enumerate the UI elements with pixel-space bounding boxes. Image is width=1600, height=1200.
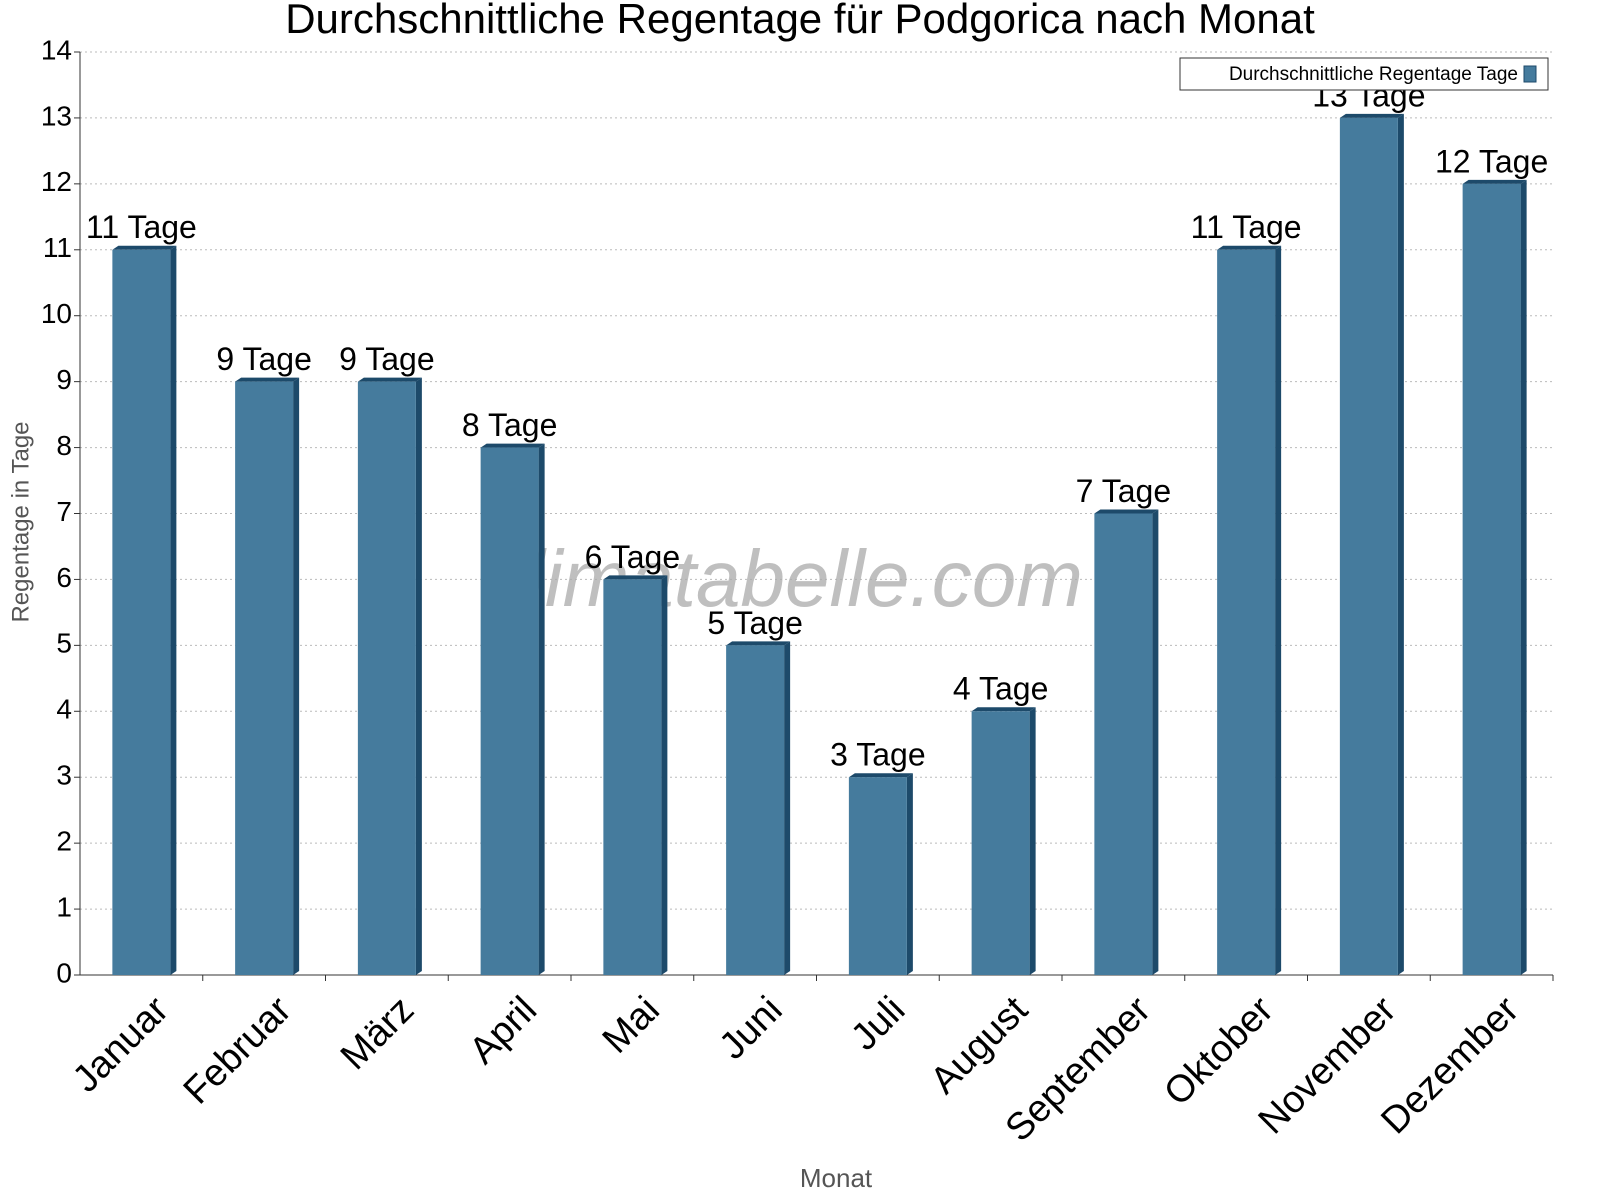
bar-top: [1094, 509, 1159, 514]
legend-box: [1179, 57, 1549, 91]
watermark: klimatabelle.com: [487, 534, 1083, 623]
value-label: 7 Tage: [1076, 473, 1172, 509]
value-label: 3 Tage: [830, 737, 926, 773]
value-label: 12 Tage: [1435, 143, 1548, 179]
value-label: 9 Tage: [216, 341, 312, 377]
bar-top: [971, 707, 1036, 712]
x-axis-label: Monat: [800, 1163, 873, 1193]
y-tick-label: 8: [56, 430, 72, 461]
x-tick-label: Juni: [712, 989, 791, 1068]
x-tick-label: Februar: [176, 989, 300, 1113]
y-axis-label: Regentage in Tage: [7, 421, 34, 622]
y-tick-label: 11: [43, 232, 72, 263]
x-tick-label: Mai: [595, 989, 668, 1062]
y-tick-label: 13: [41, 100, 72, 131]
bar: [1339, 117, 1398, 975]
bar-side: [1275, 245, 1282, 976]
y-tick-label: 5: [56, 628, 72, 659]
bar: [1094, 513, 1153, 975]
bar-side: [1029, 707, 1036, 975]
legend: Durchschnittliche Regentage Tage: [1179, 57, 1549, 91]
bar: [357, 381, 416, 976]
y-tick-label: 2: [56, 826, 72, 857]
bar-top: [726, 641, 791, 646]
bar-top: [235, 377, 300, 382]
x-tick-label: August: [923, 988, 1037, 1102]
bar-top: [603, 575, 668, 580]
bar: [480, 447, 539, 976]
bar-side: [661, 575, 668, 975]
bar-side: [1397, 113, 1404, 975]
bar-side: [170, 245, 177, 976]
bar-top: [1217, 245, 1282, 250]
value-label: 9 Tage: [339, 341, 435, 377]
value-label: 8 Tage: [462, 407, 558, 443]
y-tick-label: 14: [41, 34, 72, 65]
x-tick-label: April: [462, 989, 545, 1072]
bar-top: [848, 773, 913, 778]
y-tick-label: 10: [41, 298, 72, 329]
bar-side: [1520, 179, 1527, 975]
bar-side: [784, 641, 791, 975]
bar-side: [538, 443, 545, 976]
value-label: 6 Tage: [585, 539, 681, 575]
bar-side: [293, 377, 300, 976]
bar-side: [906, 773, 913, 975]
y-tick-label: 12: [41, 166, 72, 197]
y-tick-label: 7: [56, 496, 72, 527]
x-tick-label: Januar: [65, 989, 177, 1101]
bar: [1462, 183, 1521, 975]
y-tick-label: 4: [56, 694, 72, 725]
x-tick-label: März: [333, 989, 422, 1078]
bar-side: [1152, 509, 1159, 975]
bar-top: [1462, 179, 1527, 184]
value-label: 5 Tage: [707, 605, 803, 641]
chart-title: Durchschnittliche Regentage für Podgoric…: [285, 0, 1315, 42]
y-tick-label: 6: [56, 562, 72, 593]
y-tick-label: 9: [56, 364, 72, 395]
bar: [971, 711, 1030, 975]
value-label: 4 Tage: [953, 671, 1049, 707]
bar: [1217, 249, 1276, 976]
value-label: 11 Tage: [1191, 209, 1302, 245]
x-tick-label: Juli: [843, 989, 913, 1059]
y-tick-label: 3: [56, 760, 72, 791]
legend-swatch: [1523, 65, 1537, 83]
bar: [603, 579, 662, 975]
legend-label: Durchschnittliche Regentage Tage: [1229, 64, 1518, 85]
y-tick-label: 1: [56, 891, 72, 922]
bar: [112, 249, 171, 976]
bar-top: [112, 245, 177, 250]
value-label: 11 Tage: [86, 209, 197, 245]
bar-side: [415, 377, 422, 976]
bar: [848, 777, 907, 975]
bar-top: [1339, 113, 1404, 118]
x-tick-label: Oktober: [1156, 989, 1282, 1115]
bar-top: [480, 443, 545, 448]
bar: [235, 381, 294, 976]
bar: [726, 645, 785, 975]
y-tick-label: 0: [56, 957, 72, 988]
bar-top: [357, 377, 422, 382]
